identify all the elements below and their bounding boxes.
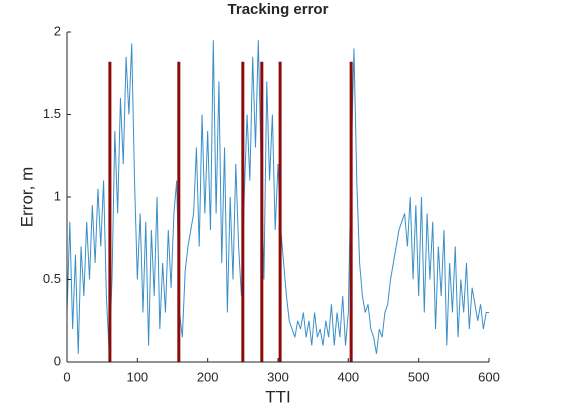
x-tick-label: 600 (478, 369, 500, 384)
x-tick-label: 0 (63, 369, 70, 384)
data-line (66, 40, 489, 354)
x-tick-label: 500 (408, 369, 430, 384)
y-tick-label: 0.5 (43, 271, 61, 286)
y-axis-label: Error, m (17, 167, 36, 227)
x-tick-label: 100 (126, 369, 148, 384)
x-tick-label: 200 (197, 369, 219, 384)
x-tick-label: 300 (267, 369, 289, 384)
y-tick-label: 1 (54, 188, 61, 203)
y-tick-label: 0 (54, 353, 61, 368)
chart-title: Tracking error (228, 1, 329, 18)
x-tick-label: 400 (337, 369, 359, 384)
x-axis-label: TTI (265, 387, 291, 406)
y-tick-label: 1.5 (43, 106, 61, 121)
y-tick-label: 2 (54, 23, 61, 38)
